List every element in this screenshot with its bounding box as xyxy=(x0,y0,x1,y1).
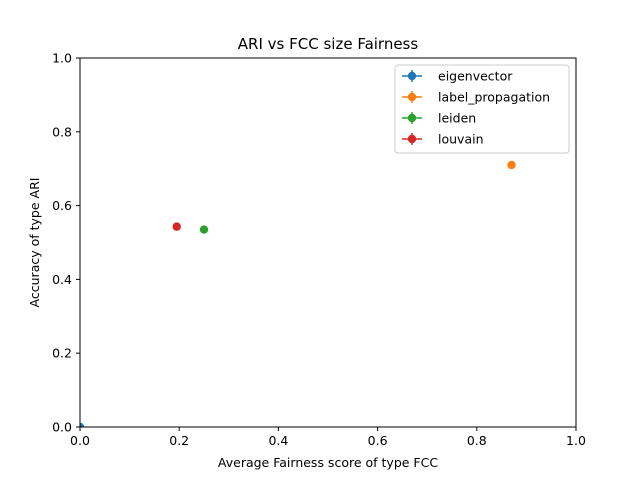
legend-marker xyxy=(407,71,417,81)
chart-title: ARI vs FCC size Fairness xyxy=(238,35,419,53)
y-ticks: 0.0 0.2 0.4 0.6 0.8 1.0 xyxy=(52,51,80,435)
y-tick-label: 0.6 xyxy=(52,198,72,213)
y-tick-label: 0.8 xyxy=(52,124,72,139)
data-point-label-propagation xyxy=(507,160,516,170)
data-point-louvain xyxy=(172,222,181,231)
legend-label: leiden xyxy=(438,111,476,126)
x-axis-label: Average Fairness score of type FCC xyxy=(218,455,438,470)
legend-box xyxy=(394,64,570,154)
data-point-leiden xyxy=(199,225,209,234)
legend-marker xyxy=(407,113,417,123)
x-tick-label: 0.0 xyxy=(70,433,90,448)
legend-entry-leiden: leiden xyxy=(402,111,476,126)
legend-label: label_propagation xyxy=(438,90,550,105)
x-ticks: 0.0 0.2 0.4 0.6 0.8 1.0 xyxy=(70,427,586,448)
legend-entry-label-propagation: label_propagation xyxy=(402,90,550,105)
y-axis-label: Accuracy of type ARI xyxy=(27,178,42,308)
y-tick-label: 0.0 xyxy=(52,420,72,435)
x-tick-label: 0.4 xyxy=(268,433,288,448)
y-tick-label: 0.4 xyxy=(52,272,72,287)
legend-entry-louvain: louvain xyxy=(402,132,484,147)
y-tick-label: 1.0 xyxy=(52,51,72,66)
x-tick-label: 0.8 xyxy=(467,433,487,448)
legend-marker xyxy=(407,134,417,144)
data-point-eigenvector xyxy=(80,422,85,427)
legend-entry-eigenvector: eigenvector xyxy=(402,69,513,84)
axes-frame xyxy=(79,57,577,428)
y-tick-label: 0.2 xyxy=(52,346,72,361)
plot-area: 0.0 0.2 0.4 0.6 0.8 1.0 0.0 0.2 0.4 0.6 0.8 1.0 xyxy=(52,51,586,449)
x-tick-label: 0.2 xyxy=(169,433,189,448)
x-tick-label: 0.6 xyxy=(368,433,388,448)
points-layer xyxy=(80,160,516,427)
legend-label: louvain xyxy=(438,132,484,147)
x-tick-label: 1.0 xyxy=(566,433,586,448)
legend-marker xyxy=(407,92,417,102)
legend-label: eigenvector xyxy=(438,69,513,84)
